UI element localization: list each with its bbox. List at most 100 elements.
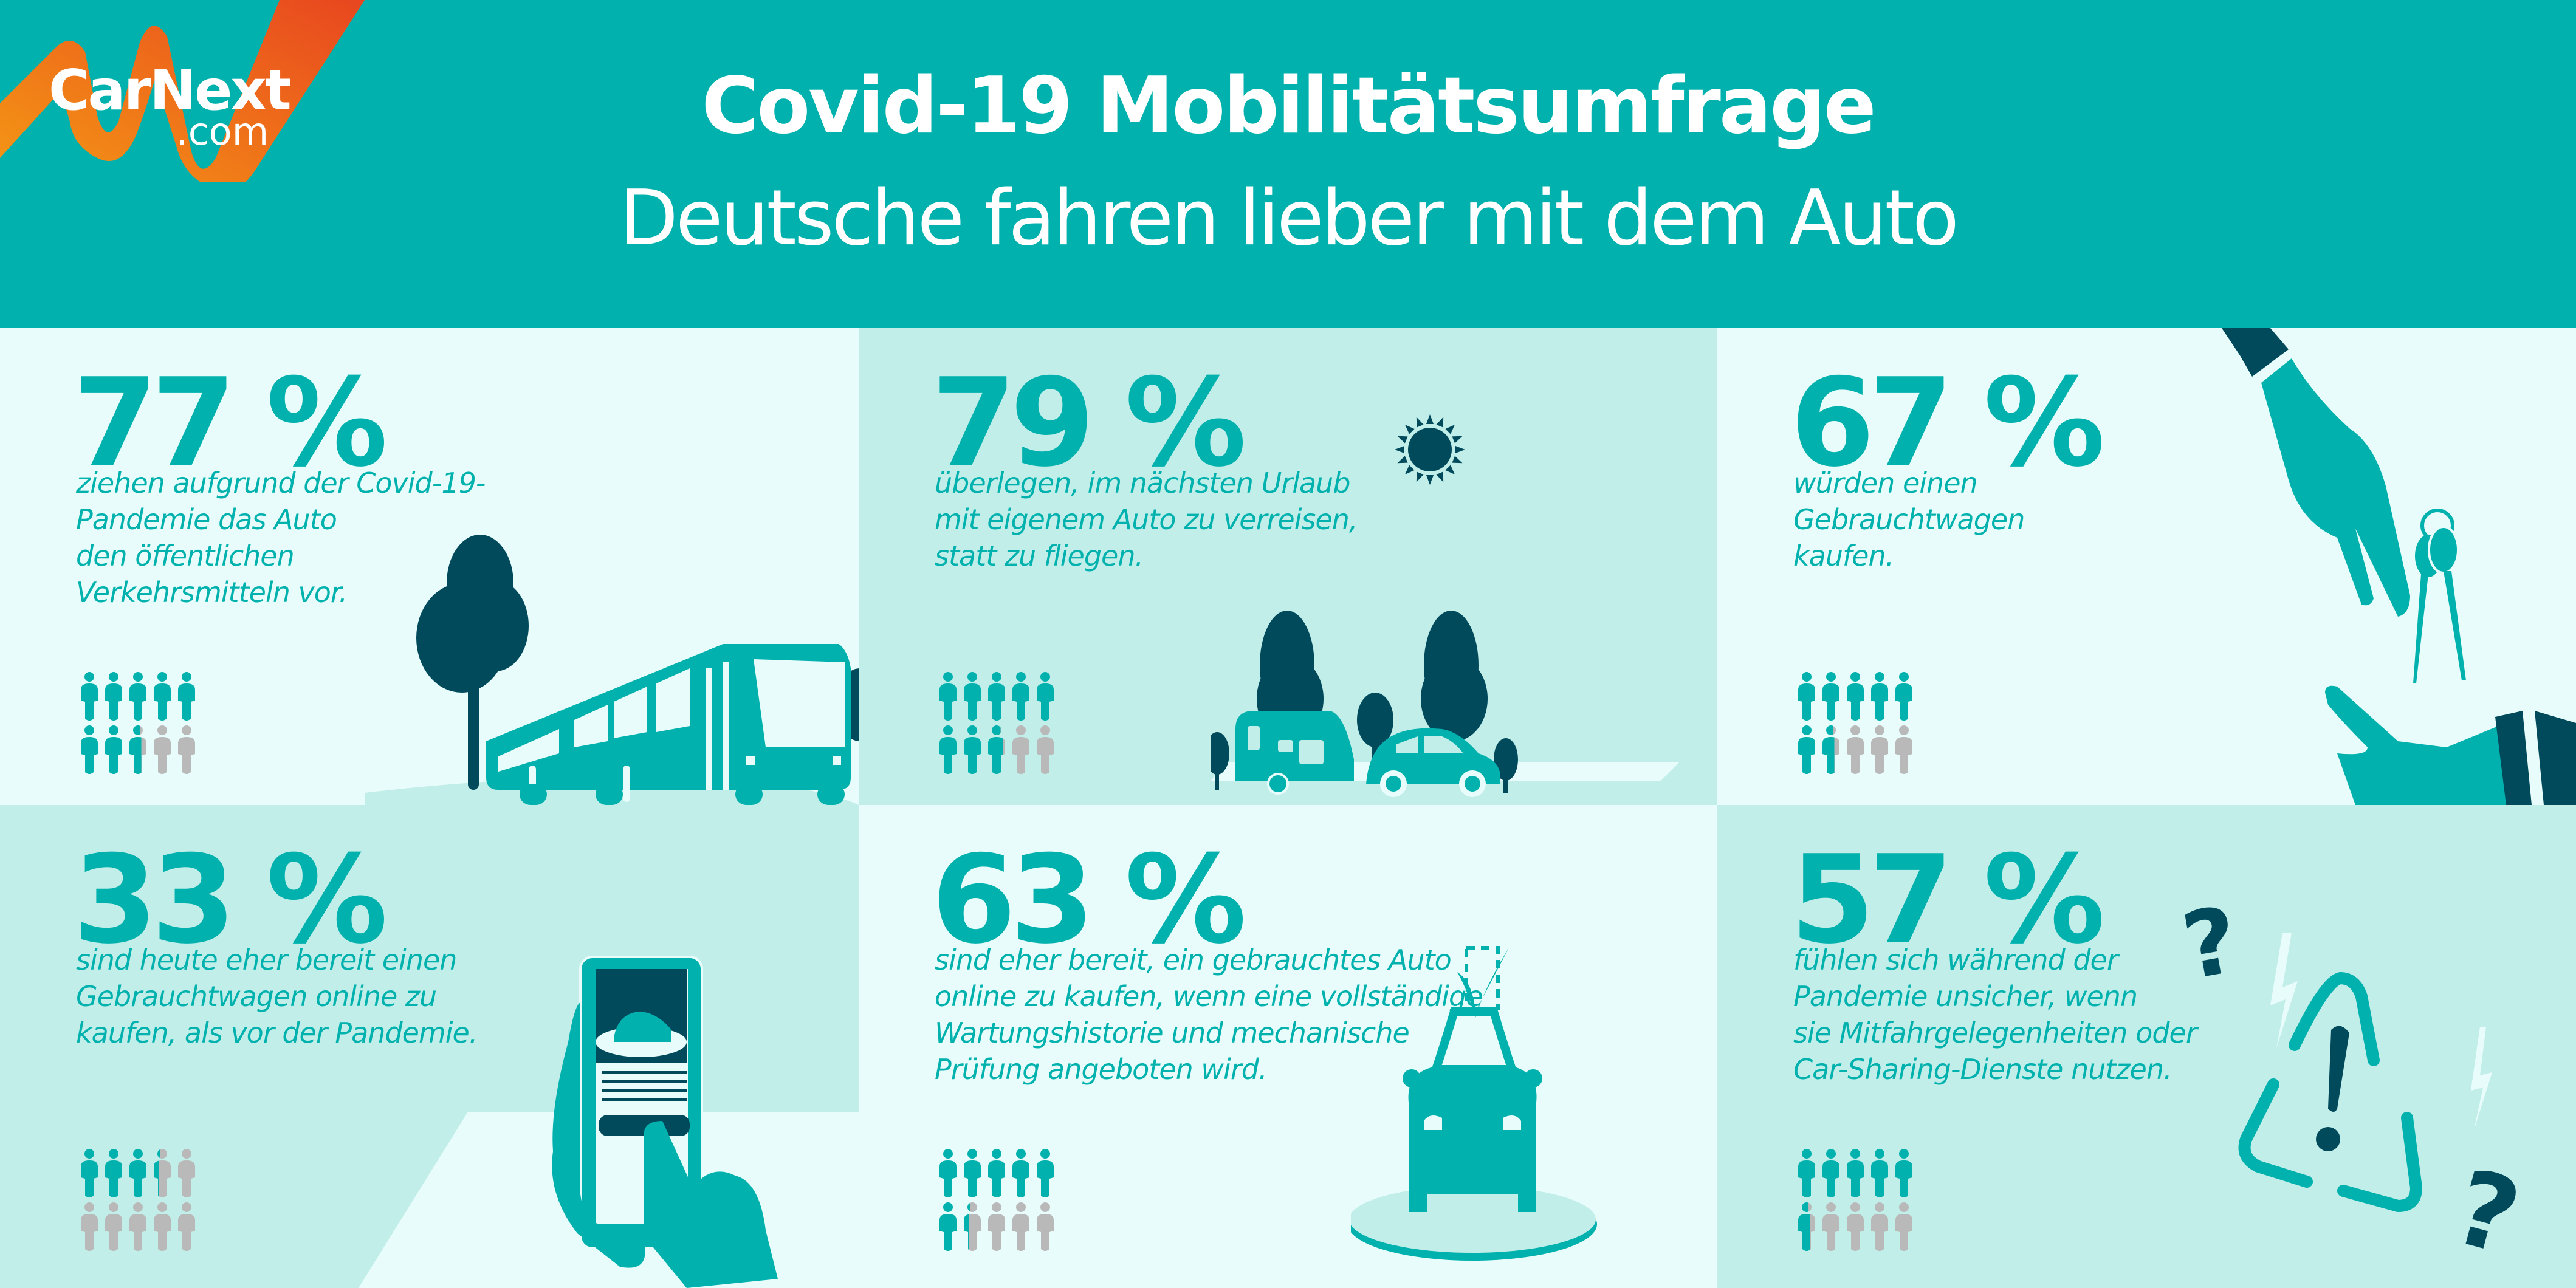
carnext-logo-icon — [0, 0, 365, 182]
person-icon-filled — [1037, 672, 1054, 721]
sun-ray — [1436, 471, 1444, 482]
person-icon-empty — [178, 1149, 195, 1197]
people-pictogram — [935, 1148, 1068, 1252]
stat-panel-used-car: 67 % würden einen Gebrauchtwagen kaufen. — [1717, 328, 2576, 805]
person-icon-filled — [105, 1149, 122, 1197]
stat-description: fühlen sich während der Pandemie unsiche… — [1793, 944, 2197, 1086]
person-icon-empty — [1847, 725, 1864, 774]
person-icon-filled — [939, 725, 957, 774]
sun-icon — [1395, 414, 1465, 485]
sun-ray — [1445, 465, 1455, 475]
sun-ray — [1436, 417, 1444, 428]
person-icon-filled — [1871, 1149, 1888, 1197]
stat-panel-online-purchase: 33 % sind heute eher bereit einen Gebrau… — [0, 805, 859, 1288]
stat-panel-vacation: 79 % überlegen, im nächsten Urlaub mit e… — [859, 328, 1717, 805]
person-icon-filled — [1895, 672, 1912, 721]
people-grid — [1798, 1149, 1912, 1251]
person-icon-filled — [988, 725, 1005, 774]
person-icon-empty — [1822, 1202, 1839, 1251]
stat-percent: 57 % — [1790, 829, 2105, 971]
sun-ray — [1416, 471, 1424, 482]
sun-ray — [1426, 414, 1434, 424]
person-icon-empty — [1037, 1202, 1054, 1251]
person-icon-filled — [129, 672, 146, 721]
person-icon-filled — [988, 1149, 1005, 1197]
person-icon-filled — [178, 672, 195, 721]
sun-ray — [1445, 424, 1455, 434]
sun-ray — [1397, 456, 1408, 464]
person-icon-empty — [1871, 1202, 1888, 1251]
stat-description: ziehen aufgrund der Covid-19- Pandemie d… — [76, 467, 486, 609]
person-icon-filled — [1822, 1149, 1839, 1197]
svg-text:?: ? — [2176, 890, 2246, 1001]
person-icon-filled — [1037, 1149, 1054, 1197]
stat-description: sind heute eher bereit einen Gebrauchtwa… — [76, 944, 478, 1049]
stat-description: sind eher bereit, ein gebrauchtes Auto o… — [935, 944, 1483, 1086]
person-icon-filled — [939, 672, 957, 721]
person-icon-empty — [1895, 1202, 1912, 1251]
logo-suffix: .com — [176, 109, 269, 154]
person-icon-filled — [964, 1149, 981, 1197]
person-icon-filled — [1798, 1149, 1815, 1197]
sun-ray — [1416, 417, 1424, 428]
warning-question-icon: ? ? — [2176, 890, 2532, 1279]
stat-percent: 33 % — [73, 829, 388, 971]
person-icon-filled — [1895, 1149, 1912, 1197]
person-icon-filled — [81, 672, 98, 721]
car-caravan-icon — [1211, 611, 1679, 797]
person-icon-filled — [1847, 1149, 1864, 1197]
person-icon-filled — [1822, 725, 1839, 774]
person-icon-empty — [178, 1202, 195, 1251]
people-pictogram — [76, 1148, 210, 1252]
svg-text:?: ? — [2442, 1147, 2532, 1279]
person-icon-filled — [1798, 1202, 1815, 1251]
stat-percent: 67 % — [1790, 352, 2105, 494]
person-icon-filled — [964, 725, 981, 774]
car-checkmark-icon — [1351, 946, 1597, 1261]
people-grid — [81, 672, 195, 774]
person-icon-filled — [154, 672, 171, 721]
person-icon-filled — [105, 725, 122, 774]
person-icon-empty — [1895, 725, 1912, 774]
stat-panel-maintenance-history: 63 % sind eher bereit, ein gebrauchtes A… — [859, 805, 1717, 1288]
person-icon-filled — [129, 1149, 146, 1197]
person-icon-filled — [81, 725, 98, 774]
person-icon-filled — [1822, 672, 1839, 721]
sun-ray — [1404, 465, 1415, 475]
people-pictogram — [76, 671, 210, 775]
stat-percent: 79 % — [932, 352, 1246, 494]
person-icon-filled — [105, 672, 122, 721]
sun-ray — [1455, 446, 1465, 453]
person-icon-filled — [1798, 672, 1815, 721]
person-icon-empty — [129, 1202, 146, 1251]
person-icon-empty — [1037, 725, 1054, 774]
person-icon-filled — [129, 725, 146, 774]
person-icon-empty — [988, 1202, 1005, 1251]
people-grid — [1798, 672, 1912, 774]
sun-ray — [1452, 436, 1463, 444]
stat-description: überlegen, im nächsten Urlaub mit eigene… — [935, 467, 1358, 572]
person-icon-empty — [154, 1202, 171, 1251]
sun-ray — [1452, 456, 1463, 464]
people-pictogram — [935, 671, 1068, 775]
person-icon-filled — [154, 1149, 171, 1197]
person-icon-filled — [939, 1149, 957, 1197]
stat-panel-car-sharing: 57 % fühlen sich während der Pandemie un… — [1717, 805, 2576, 1288]
person-icon-empty — [1012, 725, 1029, 774]
people-pictogram — [1793, 671, 1927, 775]
stat-description: würden einen Gebrauchtwagen kaufen. — [1793, 467, 2025, 572]
person-icon-empty — [105, 1202, 122, 1251]
person-icon-empty — [1847, 1202, 1864, 1251]
person-icon-filled — [964, 672, 981, 721]
person-icon-filled — [1012, 672, 1029, 721]
logo-name: CarNext — [49, 58, 292, 123]
person-icon-filled — [81, 1149, 98, 1197]
person-icon-filled — [1798, 725, 1815, 774]
person-icon-filled — [1871, 672, 1888, 721]
sun-ray — [1404, 424, 1415, 434]
people-grid — [81, 1149, 195, 1251]
stat-percent: 77 % — [73, 352, 388, 494]
people-pictogram — [1793, 1148, 1927, 1252]
sun-ray — [1395, 446, 1404, 453]
person-icon-empty — [1012, 1202, 1029, 1251]
